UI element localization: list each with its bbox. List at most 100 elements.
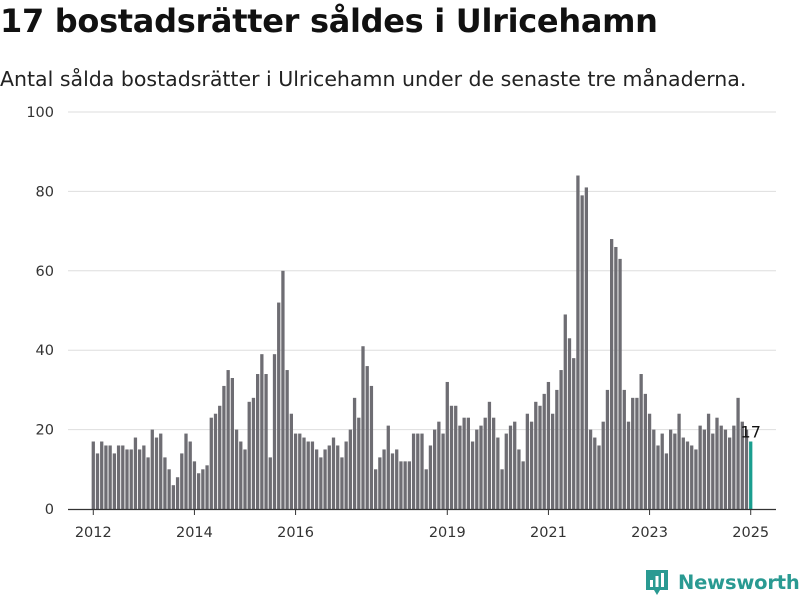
bar	[125, 449, 129, 509]
x-tick-label-2014: 2014	[176, 525, 213, 541]
bar	[702, 429, 706, 509]
bar	[677, 413, 681, 509]
bar	[449, 405, 454, 509]
bar	[664, 453, 669, 509]
bar	[331, 437, 336, 509]
bar	[551, 413, 555, 509]
y-tick-label-100: 100	[26, 105, 54, 121]
bar	[340, 457, 344, 509]
x-tick-label-2016: 2016	[277, 525, 314, 541]
bar	[171, 485, 175, 509]
bar	[458, 425, 462, 509]
bar	[500, 469, 504, 509]
bar	[588, 429, 593, 509]
bar	[302, 437, 306, 509]
bar	[344, 441, 348, 509]
bar	[631, 397, 635, 509]
bar	[361, 346, 365, 509]
y-tick-label-0: 0	[45, 502, 54, 518]
bar	[487, 401, 492, 509]
bar	[424, 469, 428, 509]
bar	[209, 417, 213, 509]
bar	[622, 389, 626, 509]
bar	[323, 449, 327, 509]
bar	[411, 433, 416, 509]
bar	[272, 354, 277, 509]
bar	[433, 429, 437, 509]
gridlines	[68, 111, 776, 431]
x-tick-label-2025: 2025	[732, 525, 769, 541]
bar	[681, 437, 685, 509]
bar	[437, 421, 441, 509]
bars	[91, 175, 753, 510]
bar	[298, 433, 302, 509]
bar	[213, 413, 218, 509]
bar	[534, 401, 538, 509]
bar	[416, 433, 420, 509]
bar	[95, 453, 100, 509]
bar	[251, 397, 256, 509]
bar	[660, 433, 664, 509]
bar	[374, 469, 378, 509]
bar	[184, 433, 188, 509]
bar	[563, 314, 567, 509]
bar	[129, 449, 133, 509]
bar	[352, 397, 357, 509]
bar	[256, 374, 260, 509]
bar	[559, 370, 563, 509]
bar-chart-logo-icon	[646, 570, 668, 595]
bar	[121, 445, 125, 509]
bar	[150, 429, 154, 509]
bar	[728, 437, 732, 509]
bar	[234, 429, 239, 509]
bar	[546, 381, 551, 509]
bar	[357, 417, 361, 509]
bar	[656, 445, 660, 509]
bar	[277, 302, 281, 509]
bar	[268, 457, 272, 509]
bar	[154, 437, 159, 509]
bar	[365, 366, 369, 509]
bar	[390, 453, 395, 509]
bar	[407, 461, 411, 509]
chart-title: 17 bostadsrätter såldes i Ulricehamn	[0, 2, 658, 40]
brand-name: Newsworthy	[678, 570, 800, 594]
bar	[698, 425, 702, 509]
bar	[685, 441, 690, 509]
bar	[567, 338, 572, 509]
y-tick-label-80: 80	[36, 184, 54, 200]
bar	[310, 441, 315, 509]
bar	[555, 389, 559, 509]
bar	[639, 374, 643, 509]
y-tick-label-20: 20	[36, 423, 54, 439]
bar	[348, 429, 352, 509]
bar	[618, 258, 622, 509]
bar	[475, 429, 479, 509]
bar	[496, 437, 500, 509]
bar	[230, 377, 234, 509]
bar	[736, 397, 740, 509]
bar	[694, 449, 698, 509]
bar	[744, 429, 749, 509]
bar	[715, 417, 719, 509]
bar	[572, 358, 576, 509]
bar	[719, 425, 723, 509]
bar	[142, 445, 146, 509]
bar	[723, 429, 728, 509]
bar	[378, 457, 382, 509]
bar	[293, 433, 298, 509]
bar	[188, 441, 192, 509]
bar	[626, 421, 631, 509]
bar	[243, 449, 247, 509]
x-tick-label-2019: 2019	[429, 525, 466, 541]
bar	[483, 417, 487, 509]
bar	[192, 461, 197, 509]
bar	[706, 413, 711, 509]
bar	[454, 405, 458, 509]
bar	[508, 425, 513, 509]
bar	[264, 374, 268, 509]
bar	[104, 445, 108, 509]
bar	[239, 441, 243, 509]
bar	[610, 239, 614, 510]
